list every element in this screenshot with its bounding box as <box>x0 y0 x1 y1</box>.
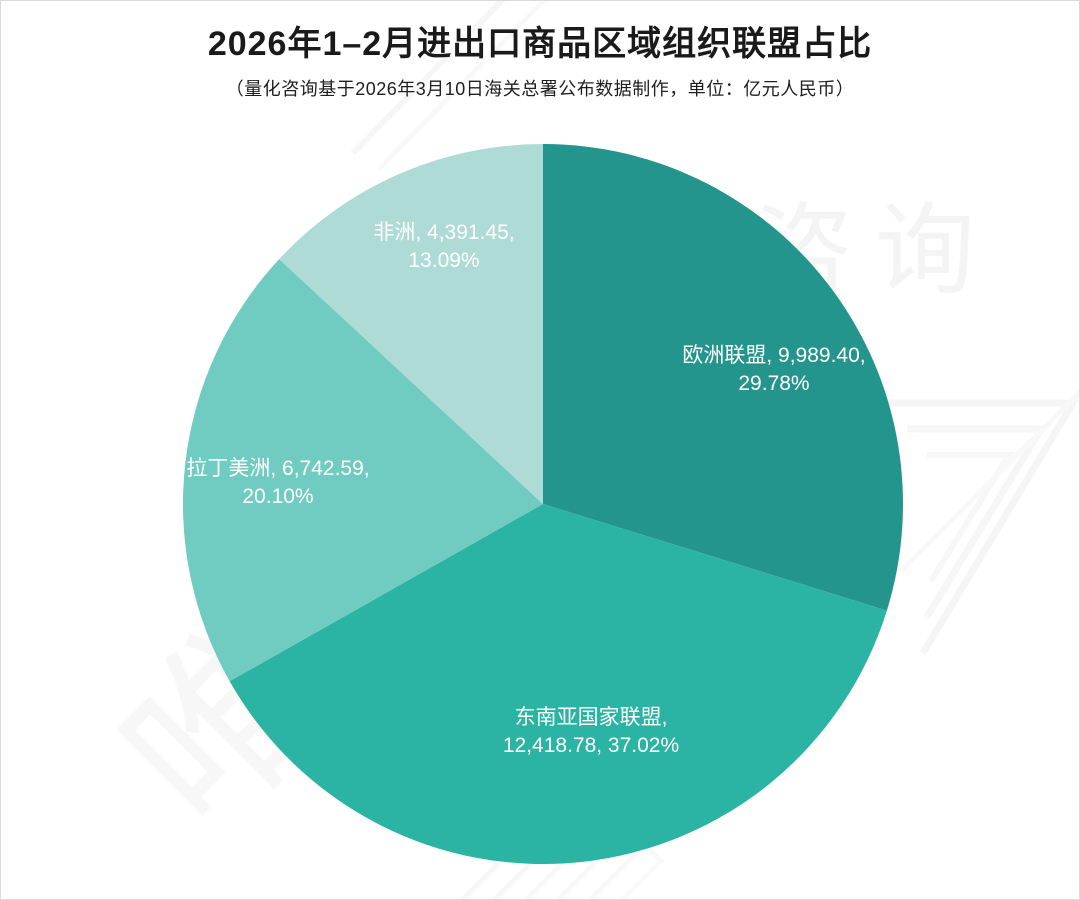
pie-slice-european-union <box>543 143 904 611</box>
watermark-logo-chevron <box>927 452 1015 583</box>
watermark-diagonal-line <box>350 1 506 156</box>
pie-slice-latin-america <box>182 259 544 682</box>
pie-label-line: 非洲, 4,391.45, <box>373 221 515 244</box>
pie-label-line: 12,418.78, 37.02% <box>502 734 680 757</box>
watermark-diagonal-line <box>377 1 547 171</box>
pie-label-line: 东南亚国家联盟, <box>514 706 668 729</box>
pie-label-line: 29.78% <box>738 372 810 395</box>
pie-label-latin-america: 拉丁美洲, 6,742.59, 20.10% <box>186 455 369 511</box>
chart-title: 2026年1–2月进出口商品区域组织联盟占比 <box>207 25 873 63</box>
pie-label-africa: 非洲, 4,391.45, 13.09% <box>373 219 514 275</box>
watermark-diagonal-line <box>899 389 1079 573</box>
pie-slice-asean <box>229 504 887 865</box>
pie-label-line: 13.09% <box>408 249 480 272</box>
chart-subtitle: （量化咨询基于2026年3月10日海关总署公布数据制作，单位：亿元人民币） <box>225 78 855 99</box>
pie-label-line: 拉丁美洲, 6,742.59, <box>186 457 370 480</box>
pie-label-asean: 东南亚国家联盟, 12,418.78, 37.02% <box>503 704 679 760</box>
pie-slice-africa <box>279 144 543 504</box>
pie-label-line: 欧洲联盟, 9,989.40, <box>682 344 866 367</box>
watermark-logo-chevron <box>887 399 1079 655</box>
pie-label-european-union: 欧洲联盟, 9,989.40, 29.78% <box>682 342 865 398</box>
chart-header: 2026年1–2月进出口商品区域组织联盟占比 （量化咨询基于2026年3月10日… <box>1 23 1079 101</box>
pie-label-line: 20.10% <box>242 485 314 508</box>
